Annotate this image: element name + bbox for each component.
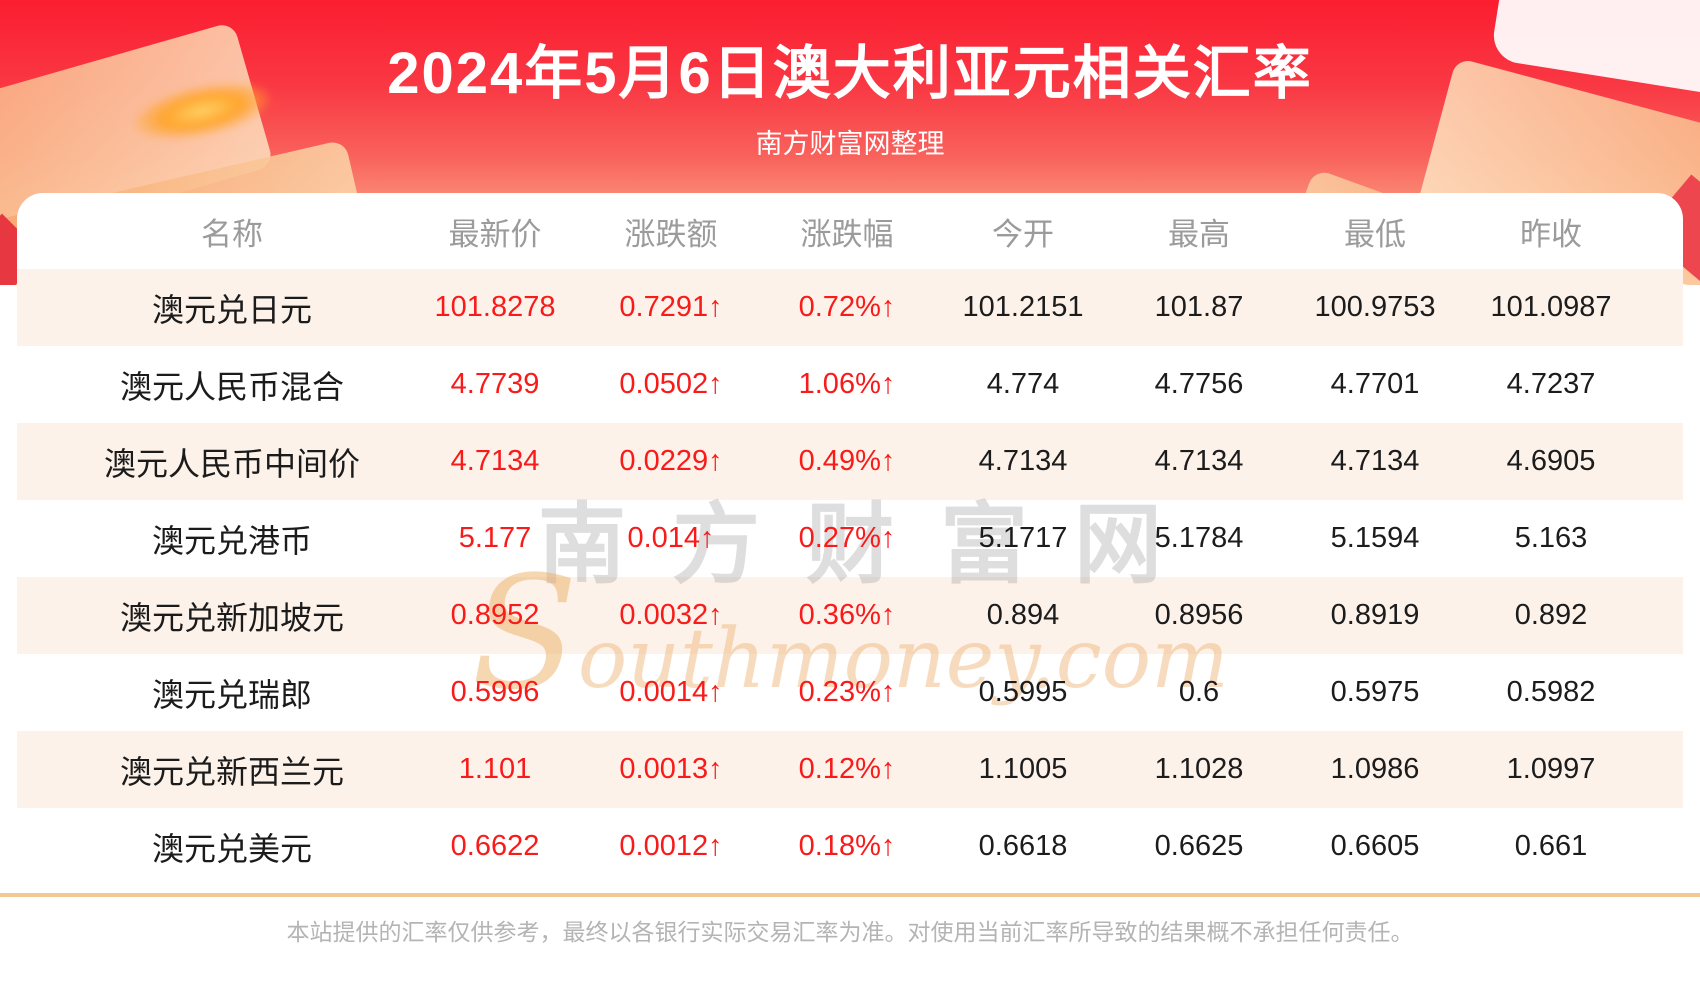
cell-name: 澳元兑日元 [151, 291, 312, 328]
table-row: 澳元兑美元 0.6622 0.0012↑ 0.18%↑ 0.6618 0.662… [17, 808, 1683, 885]
cell-change: 0.0032↑ [619, 599, 723, 631]
rates-table-card: 南方财富网 Southmoney.com 名称 最新价 涨跌额 涨跌幅 今开 最… [17, 193, 1683, 1000]
table-header-row: 名称 最新价 涨跌额 涨跌幅 今开 最高 最低 昨收 [17, 193, 1683, 269]
page-title: 2024年5月6日澳大利亚元相关汇率 [387, 41, 1313, 106]
cell-high: 101.87 [1154, 291, 1244, 323]
page-subtitle: 南方财富网整理 [755, 129, 945, 159]
cell-open: 101.2151 [962, 291, 1084, 323]
cell-high: 1.1028 [1154, 753, 1244, 785]
cell-low: 0.5975 [1330, 676, 1420, 708]
cell-open: 0.5995 [978, 676, 1068, 708]
cell-open: 0.894 [986, 599, 1060, 631]
cell-change: 0.014↑ [627, 522, 715, 554]
cell-change-pct: 0.27%↑ [798, 522, 896, 554]
cell-change: 0.0014↑ [619, 676, 723, 708]
cell-high: 0.8956 [1154, 599, 1244, 631]
column-header-open: 今开 [992, 216, 1054, 252]
cell-open: 0.6618 [978, 830, 1068, 862]
table-row: 澳元人民币中间价 4.7134 0.0229↑ 0.49%↑ 4.7134 4.… [17, 423, 1683, 500]
disclaimer-text: 本站提供的汇率仅供参考，最终以各银行实际交易汇率为准。对使用当前汇率所导致的结果… [286, 919, 1414, 945]
cell-latest: 0.6622 [450, 830, 540, 862]
cell-open: 4.7134 [978, 445, 1068, 477]
cell-low: 4.7701 [1330, 368, 1420, 400]
cell-change: 0.0229↑ [619, 445, 723, 477]
table-row: 澳元兑新加坡元 0.8952 0.0032↑ 0.36%↑ 0.894 0.89… [17, 577, 1683, 654]
table-row: 澳元人民币混合 4.7739 0.0502↑ 1.06%↑ 4.774 4.77… [17, 346, 1683, 423]
cell-change: 0.0013↑ [619, 753, 723, 785]
cell-latest: 101.8278 [434, 291, 556, 323]
table-row: 澳元兑瑞郎 0.5996 0.0014↑ 0.23%↑ 0.5995 0.6 0… [17, 654, 1683, 731]
rates-table: 名称 最新价 涨跌额 涨跌幅 今开 最高 最低 昨收 澳元兑日元 101.827… [17, 193, 1683, 885]
cell-open: 4.774 [986, 368, 1060, 400]
cell-change: 0.7291↑ [619, 291, 723, 323]
cell-change-pct: 1.06%↑ [798, 368, 896, 400]
cell-name: 澳元人民币混合 [119, 368, 344, 405]
cell-latest: 0.5996 [450, 676, 540, 708]
cell-name: 澳元兑美元 [151, 830, 312, 867]
cell-low: 1.0986 [1330, 753, 1420, 785]
column-header-latest: 最新价 [448, 216, 542, 252]
cell-prev-close: 0.5982 [1506, 676, 1596, 708]
cell-change: 0.0012↑ [619, 830, 723, 862]
cell-low: 0.8919 [1330, 599, 1420, 631]
cell-low: 0.6605 [1330, 830, 1420, 862]
cell-open: 5.1717 [978, 522, 1068, 554]
cell-change-pct: 0.18%↑ [798, 830, 896, 862]
cell-change-pct: 0.49%↑ [798, 445, 896, 477]
cell-prev-close: 0.892 [1514, 599, 1588, 631]
cell-prev-close: 0.661 [1514, 830, 1588, 862]
cell-name: 澳元兑新西兰元 [119, 753, 344, 790]
column-header-change-pct: 涨跌幅 [800, 216, 894, 252]
cell-high: 4.7756 [1154, 368, 1244, 400]
cell-high: 5.1784 [1154, 522, 1244, 554]
cell-high: 4.7134 [1154, 445, 1244, 477]
cell-latest: 5.177 [458, 522, 532, 554]
cell-low: 5.1594 [1330, 522, 1420, 554]
cell-name: 澳元兑新加坡元 [119, 599, 344, 636]
cell-prev-close: 5.163 [1514, 522, 1588, 554]
table-row: 澳元兑港币 5.177 0.014↑ 0.27%↑ 5.1717 5.1784 … [17, 500, 1683, 577]
footer-divider [0, 893, 1700, 897]
cell-prev-close: 4.7237 [1506, 368, 1596, 400]
cell-open: 1.1005 [978, 753, 1068, 785]
cell-latest: 4.7739 [450, 368, 540, 400]
cell-change-pct: 0.23%↑ [798, 676, 896, 708]
cell-name: 澳元兑瑞郎 [151, 676, 312, 713]
table-row: 澳元兑日元 101.8278 0.7291↑ 0.72%↑ 101.2151 1… [17, 269, 1683, 346]
column-header-name: 名称 [201, 216, 263, 252]
cell-prev-close: 101.0987 [1490, 291, 1612, 323]
cell-latest: 0.8952 [450, 599, 540, 631]
column-header-change: 涨跌额 [624, 216, 718, 252]
cell-high: 0.6 [1178, 676, 1220, 708]
cell-high: 0.6625 [1154, 830, 1244, 862]
cell-prev-close: 1.0997 [1506, 753, 1596, 785]
column-header-high: 最高 [1168, 216, 1230, 252]
cell-change: 0.0502↑ [619, 368, 723, 400]
cell-change-pct: 0.72%↑ [798, 291, 896, 323]
table-row: 澳元兑新西兰元 1.101 0.0013↑ 0.12%↑ 1.1005 1.10… [17, 731, 1683, 808]
cell-change-pct: 0.12%↑ [798, 753, 896, 785]
cell-prev-close: 4.6905 [1506, 445, 1596, 477]
cell-change-pct: 0.36%↑ [798, 599, 896, 631]
cell-latest: 1.101 [458, 753, 532, 785]
cell-low: 100.9753 [1314, 291, 1436, 323]
cell-name: 澳元兑港币 [151, 522, 312, 559]
cell-low: 4.7134 [1330, 445, 1420, 477]
cell-name: 澳元人民币中间价 [103, 445, 360, 482]
column-header-prev-close: 昨收 [1520, 216, 1582, 252]
cell-latest: 4.7134 [450, 445, 540, 477]
column-header-low: 最低 [1344, 216, 1406, 252]
